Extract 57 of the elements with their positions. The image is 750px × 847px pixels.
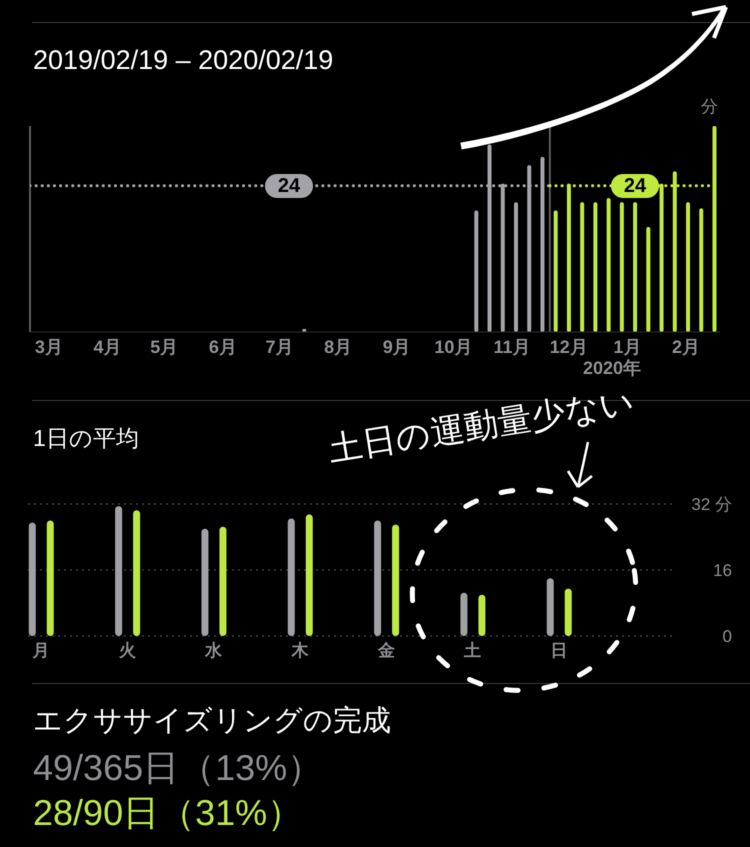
- chart-title: 1日の平均: [33, 424, 139, 452]
- bar: [646, 226, 650, 332]
- bar: [46, 520, 54, 636]
- bar: [606, 198, 611, 332]
- y-tick-label: 32 分: [691, 494, 732, 514]
- x-tick-label: 木: [290, 641, 310, 660]
- bar: [554, 210, 558, 332]
- x-tick-label: 火: [118, 641, 137, 660]
- y-tick-label: 16: [713, 560, 732, 580]
- x-tick-label: 6月: [208, 336, 237, 357]
- x-tick-label: 8月: [324, 336, 352, 357]
- text: 49/365日（13%）: [33, 746, 324, 789]
- bar: [564, 588, 572, 636]
- bar: [392, 524, 400, 636]
- bar: [546, 578, 554, 636]
- x-tick-label: 水: [204, 641, 224, 660]
- text: 2020年: [583, 357, 642, 379]
- x-tick-label: 12月: [550, 336, 588, 357]
- y-tick-label: 0: [722, 626, 732, 646]
- bar: [593, 202, 598, 332]
- annotation: 24: [611, 174, 659, 198]
- bar: [288, 518, 295, 636]
- bar: [306, 514, 313, 636]
- bar: [686, 202, 690, 332]
- x-tick-label: 5月: [150, 336, 178, 357]
- text: 土日の運動量少ない: [326, 382, 638, 471]
- x-tick-label: 11月: [494, 336, 531, 357]
- text: 28/90日（31%）: [33, 791, 304, 834]
- x-tick-label: 3月: [34, 336, 63, 357]
- bar: [580, 202, 584, 332]
- bar: [374, 520, 382, 636]
- annotation: 24: [265, 174, 313, 198]
- bar: [699, 208, 704, 332]
- bar: [633, 202, 638, 332]
- bar: [460, 592, 468, 636]
- x-tick-label: 金: [376, 641, 395, 660]
- bar: [474, 210, 478, 332]
- x-tick-label: 日: [550, 641, 568, 660]
- bar: [478, 594, 486, 636]
- bar: [514, 202, 518, 332]
- chart-title: 2019/02/19 – 2020/02/19: [33, 44, 334, 76]
- x-tick-label: 土: [463, 641, 482, 660]
- bar: [219, 526, 226, 636]
- x-tick-label: 10月: [434, 336, 472, 357]
- x-tick-label: 1月: [613, 336, 642, 357]
- text: エクササイズリングの完成: [33, 704, 391, 739]
- bar: [201, 528, 208, 636]
- text: 分: [701, 97, 718, 117]
- bar: [28, 522, 36, 636]
- bar: [620, 202, 624, 332]
- x-tick-label: 7月: [266, 336, 294, 357]
- x-tick-label: 9月: [382, 336, 411, 357]
- x-tick-label: 4月: [94, 336, 122, 357]
- x-tick-label: 2月: [672, 336, 700, 357]
- bar: [133, 510, 140, 636]
- x-tick-label: 月: [31, 641, 50, 660]
- bar: [115, 506, 122, 636]
